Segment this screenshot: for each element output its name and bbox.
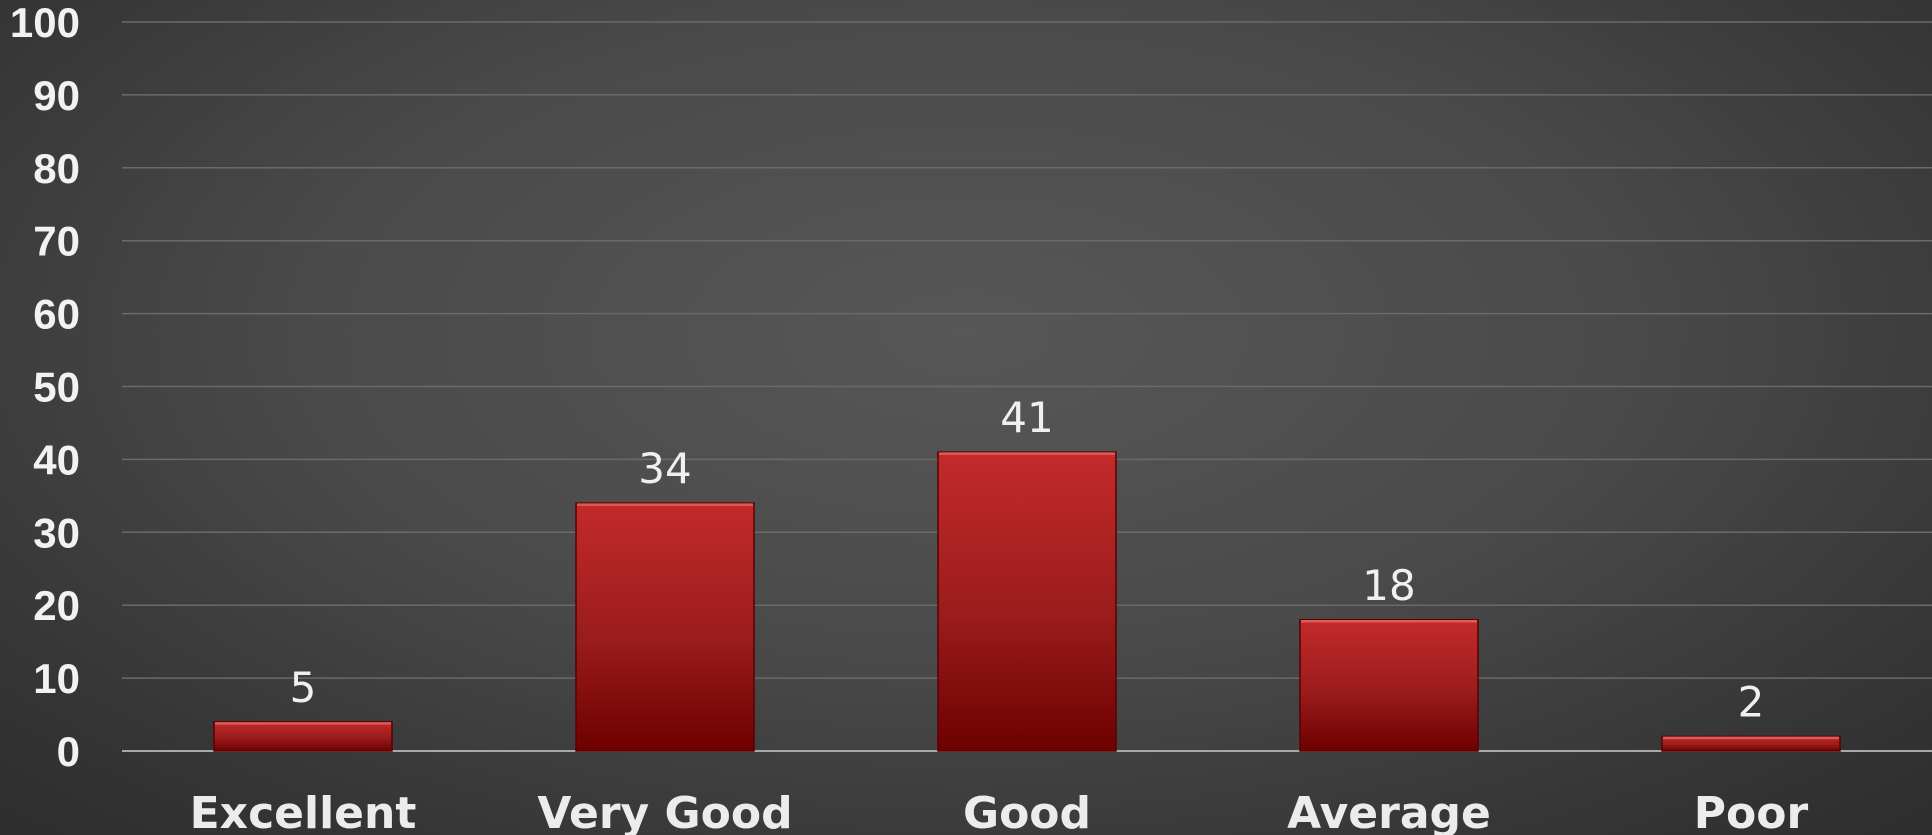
y-tick-label: 20	[33, 582, 80, 629]
bar	[575, 502, 755, 752]
data-label: 34	[638, 444, 691, 493]
y-tick-label: 40	[33, 436, 80, 483]
x-tick-label: Poor	[1694, 788, 1809, 835]
x-tick-label: Good	[963, 788, 1091, 835]
data-label: 2	[1738, 677, 1765, 726]
data-label: 18	[1362, 561, 1415, 610]
y-tick-label: 90	[33, 72, 80, 119]
data-labels: 5 34 41 18 2	[290, 393, 1765, 726]
y-tick-label: 0	[57, 728, 80, 775]
y-tick-label: 100	[10, 0, 80, 46]
y-tick-label: 30	[33, 509, 80, 556]
y-tick-label: 50	[33, 364, 80, 411]
y-tick-label: 60	[33, 291, 80, 338]
bar	[1661, 735, 1841, 752]
y-tick-label: 10	[33, 655, 80, 702]
y-axis-ticks: 0 10 20 30 40 50 60 70 80 90 100	[10, 0, 80, 775]
bars	[213, 451, 1841, 752]
x-axis-ticks: Excellent Very Good Good Average Poor	[190, 788, 1809, 835]
x-tick-label: Average	[1287, 788, 1491, 835]
data-label: 5	[290, 663, 317, 712]
bar	[937, 451, 1117, 752]
bar	[213, 721, 393, 752]
y-tick-label: 70	[33, 218, 80, 265]
x-tick-label: Excellent	[190, 788, 417, 835]
bar	[1299, 619, 1479, 752]
y-tick-label: 80	[33, 145, 80, 192]
x-tick-label: Very Good	[537, 788, 792, 835]
data-label: 41	[1000, 393, 1053, 442]
